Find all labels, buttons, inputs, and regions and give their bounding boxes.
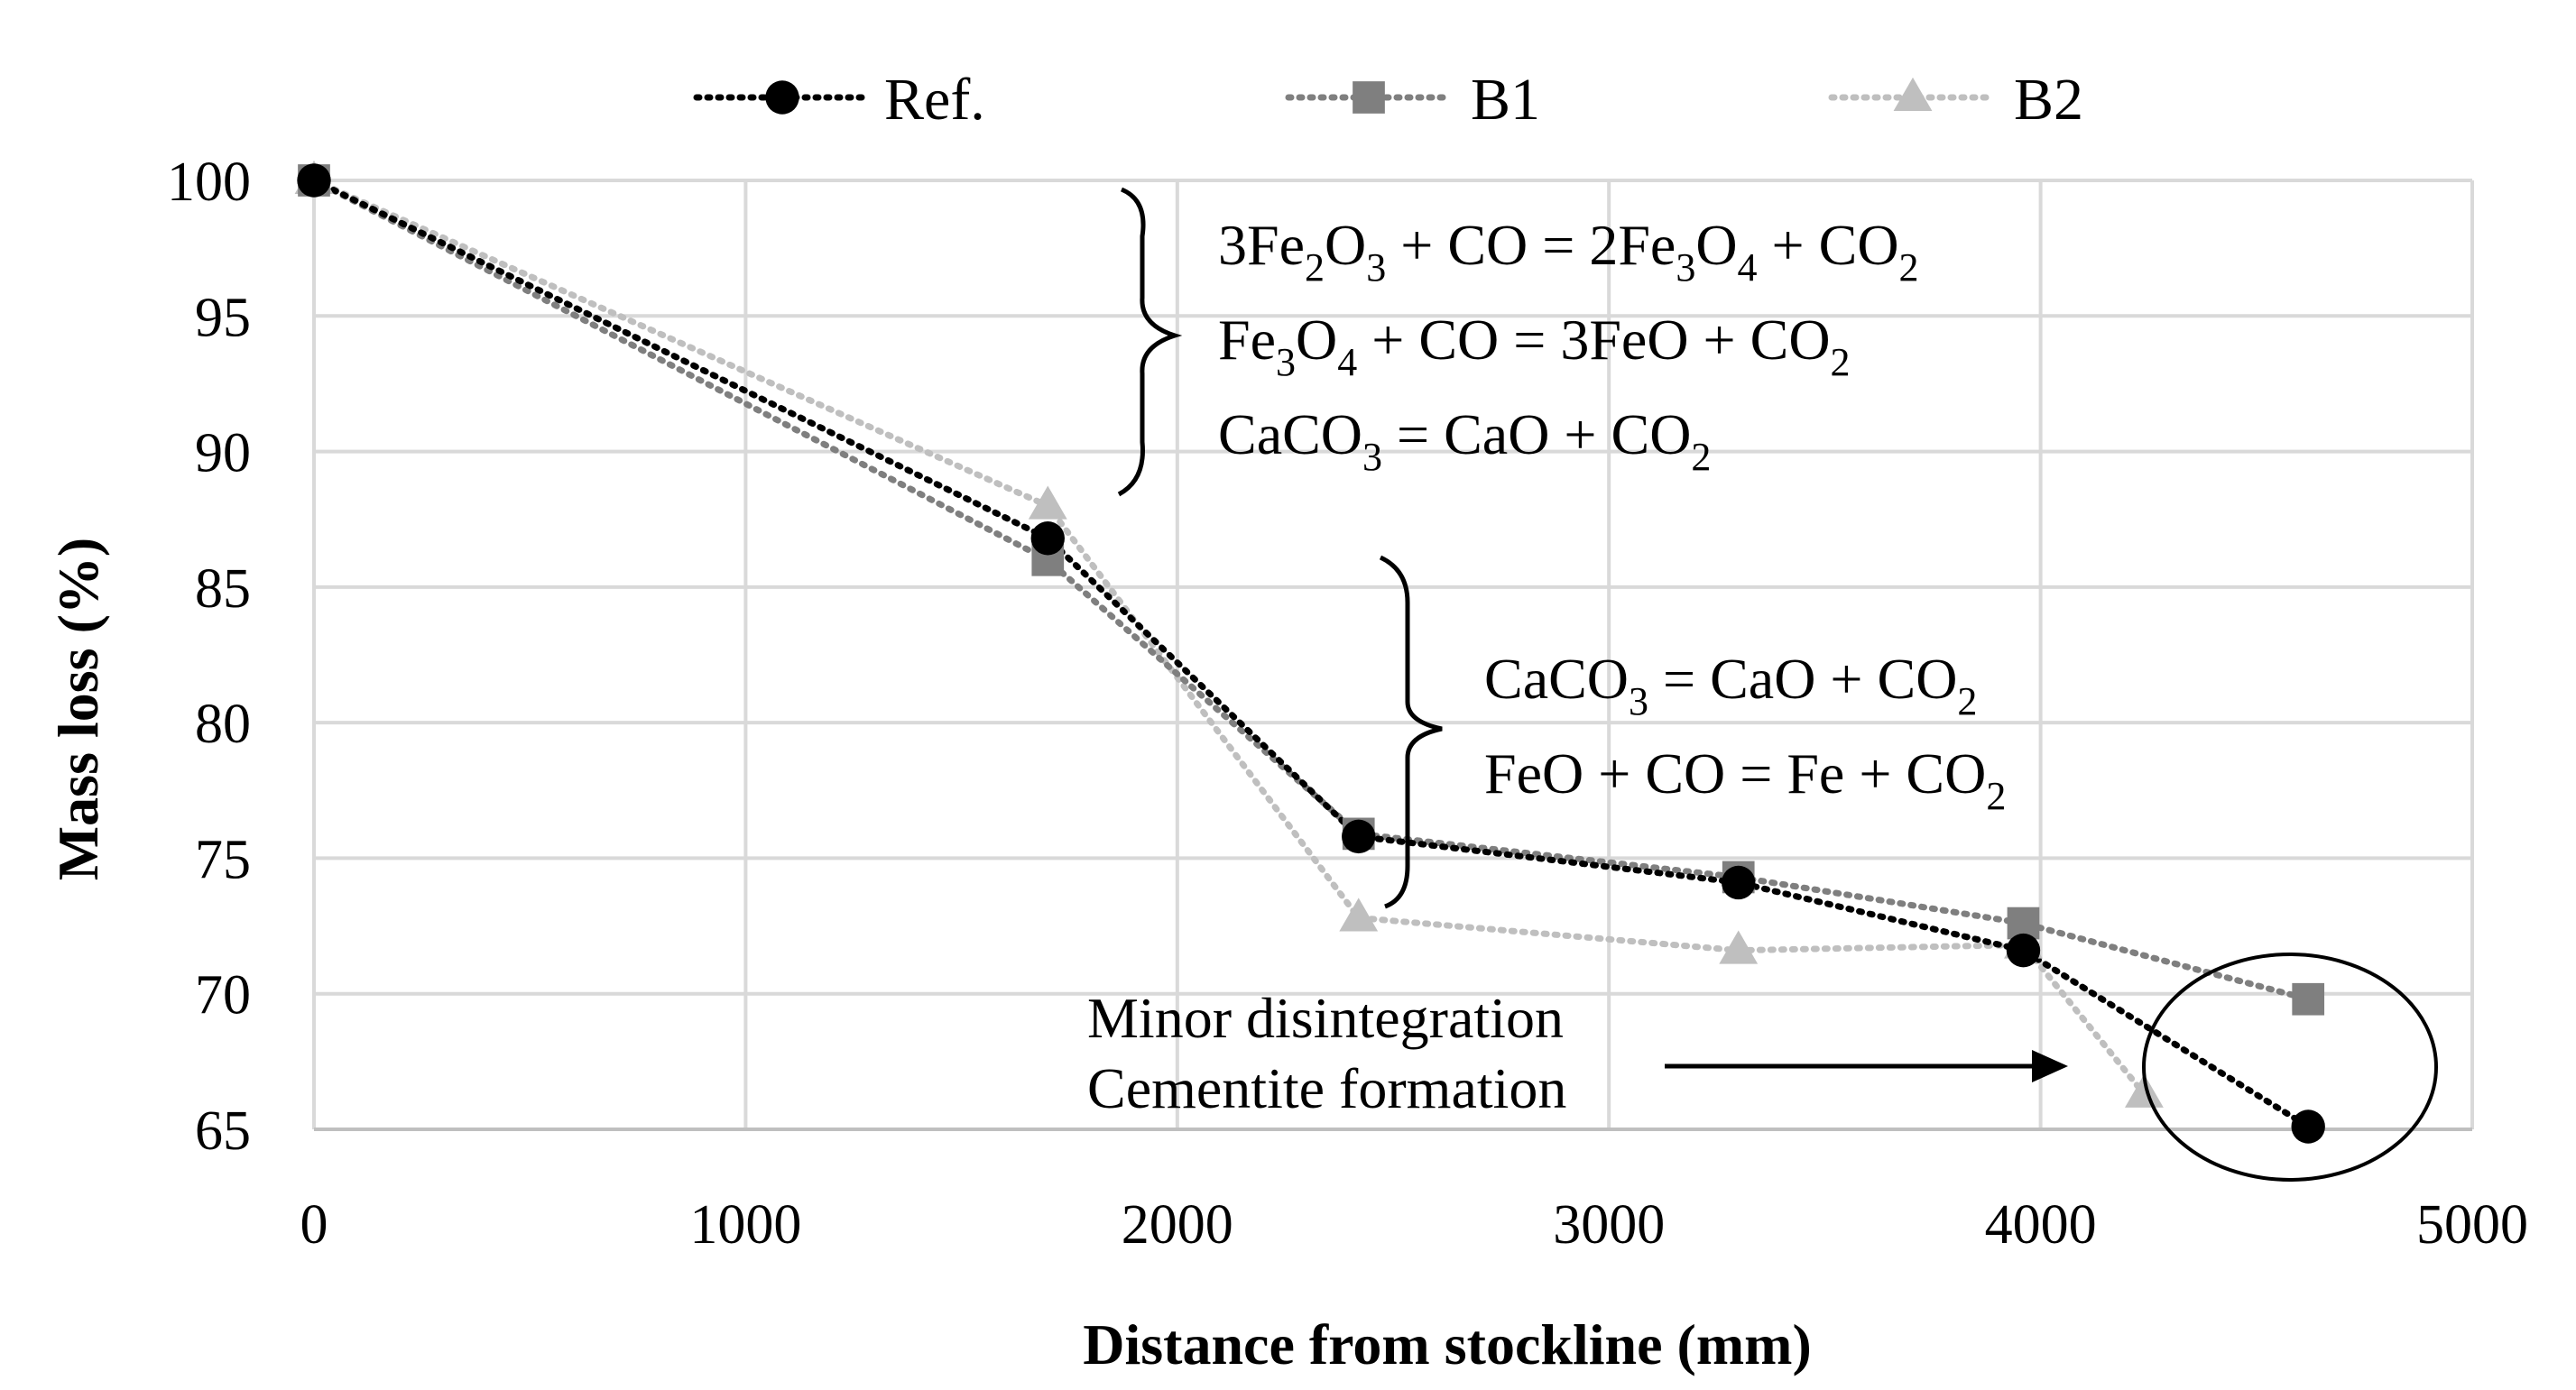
series-line-b2 [310, 177, 2147, 1098]
tick-labels: 0 1000 2000 3000 4000 5000 100 95 90 85 80 75 70 65 [167, 152, 2528, 1256]
equation-upper: CaCO3​ = CaO + CO2​ [1218, 402, 1711, 479]
equation-upper: Fe3​O4​ + CO = 3FeO + CO2​ [1218, 308, 1851, 384]
note-text: Cementite formation [1087, 1056, 1566, 1120]
legend-label-ref: Ref. [884, 67, 985, 133]
data-point-b2 [1719, 930, 1759, 964]
x-tick-label: 4000 [1985, 1194, 2097, 1256]
data-point-ref [1342, 819, 1376, 854]
grid [312, 179, 2474, 1131]
data-point-ref [1030, 521, 1065, 556]
y-axis-title: Mass loss (%) [46, 538, 110, 880]
y-tick-label: 100 [167, 152, 251, 213]
y-tick-label: 90 [195, 423, 251, 484]
x-tick-label: 5000 [2416, 1194, 2528, 1256]
legend-marker-ref [765, 80, 799, 115]
data-point-b2 [1339, 898, 1379, 932]
y-tick-label: 70 [195, 965, 251, 1026]
x-tick-label: 1000 [689, 1194, 801, 1256]
data-point-b1 [2292, 982, 2325, 1016]
data-point-ref [2291, 1109, 2325, 1144]
arrow-head [2032, 1050, 2068, 1082]
y-tick-label: 95 [195, 287, 251, 348]
x-tick-label: 3000 [1553, 1194, 1665, 1256]
legend-label-b2: B2 [2014, 67, 2083, 133]
data-point-b2 [1028, 485, 1067, 520]
y-tick-label: 75 [195, 829, 251, 890]
highlight-ellipse [2142, 953, 2438, 1182]
legend: Ref. B1 B2 [693, 67, 2083, 133]
brace-upper [1117, 187, 1183, 497]
series-markers [294, 160, 2325, 1144]
legend-marker-b2 [1893, 77, 1933, 111]
y-tick-label: 65 [195, 1100, 251, 1162]
equation-upper: 3Fe2​O3​ + CO = 2Fe3​O4​ + CO2​ [1218, 213, 1919, 290]
brace-lower [1379, 555, 1443, 909]
legend-marker-b1 [1353, 81, 1385, 114]
legend-label-b1: B1 [1471, 67, 1540, 133]
series-line-ref [310, 177, 2312, 1130]
data-point-ref [297, 163, 331, 198]
data-point-ref [2006, 933, 2041, 968]
data-point-ref [1722, 865, 1756, 900]
x-tick-label: 0 [300, 1194, 328, 1256]
equation-lower: FeO + CO = Fe + CO2​ [1484, 741, 2006, 818]
series-lines [310, 177, 2312, 1130]
y-tick-label: 80 [195, 694, 251, 755]
data-point-b2 [2124, 1073, 2164, 1108]
equation-lower: CaCO3​ = CaO + CO2​ [1484, 647, 1977, 723]
y-tick-label: 85 [195, 558, 251, 620]
x-tick-label: 2000 [1122, 1194, 1233, 1256]
annotations: 3Fe2​O3​ + CO = 2Fe3​O4​ + CO2​ Fe3​O4​ +… [1087, 187, 2438, 1182]
x-axis-title: Distance from stockline (mm) [1083, 1312, 1812, 1376]
series-line-b1 [310, 177, 2312, 1003]
note-text: Minor disintegration [1087, 986, 1564, 1050]
